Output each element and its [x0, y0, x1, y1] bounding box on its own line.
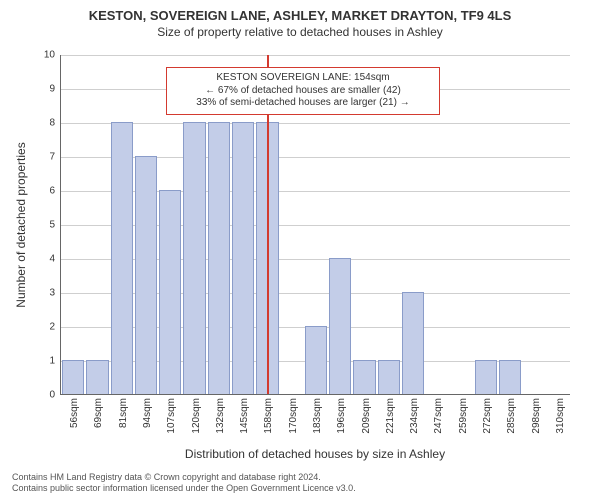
histogram-bar	[402, 292, 424, 394]
x-tick-label: 132sqm	[215, 398, 226, 434]
y-tick-label: 10	[44, 50, 61, 61]
x-tick-label: 285sqm	[506, 398, 517, 434]
y-tick-label: 1	[49, 356, 61, 367]
plot-area: 01234567891056sqm69sqm81sqm94sqm107sqm12…	[60, 55, 570, 395]
histogram-bar	[378, 360, 400, 394]
histogram-bar	[183, 122, 205, 394]
x-tick-label: 310sqm	[555, 398, 566, 434]
chart-subtitle: Size of property relative to detached ho…	[0, 23, 600, 39]
annotation-line: 33% of semi-detached houses are larger (…	[173, 97, 433, 110]
histogram-bar	[159, 190, 181, 394]
y-tick-label: 0	[49, 390, 61, 401]
x-tick-label: 56sqm	[69, 398, 80, 428]
chart-container: KESTON, SOVEREIGN LANE, ASHLEY, MARKET D…	[0, 0, 600, 500]
x-tick-label: 247sqm	[433, 398, 444, 434]
x-tick-label: 196sqm	[336, 398, 347, 434]
x-tick-label: 272sqm	[482, 398, 493, 434]
annotation-line: KESTON SOVEREIGN LANE: 154sqm	[173, 72, 433, 85]
histogram-bar	[475, 360, 497, 394]
y-tick-label: 2	[49, 322, 61, 333]
x-tick-label: 81sqm	[118, 398, 129, 428]
x-tick-label: 221sqm	[385, 398, 396, 434]
y-tick-label: 7	[49, 152, 61, 163]
y-tick-label: 5	[49, 220, 61, 231]
x-tick-label: 120sqm	[191, 398, 202, 434]
gridline	[61, 55, 570, 56]
y-tick-label: 3	[49, 288, 61, 299]
x-tick-label: 259sqm	[458, 398, 469, 434]
x-tick-label: 107sqm	[166, 398, 177, 434]
footer-attribution: Contains HM Land Registry data © Crown c…	[12, 472, 356, 495]
y-tick-label: 9	[49, 84, 61, 95]
x-tick-label: 158sqm	[263, 398, 274, 434]
histogram-bar	[208, 122, 230, 394]
y-tick-label: 6	[49, 186, 61, 197]
x-tick-label: 209sqm	[361, 398, 372, 434]
annotation-line: ← 67% of detached houses are smaller (42…	[173, 85, 433, 98]
histogram-bar	[499, 360, 521, 394]
x-tick-label: 234sqm	[409, 398, 420, 434]
y-axis-label: Number of detached properties	[14, 142, 28, 307]
x-axis-label: Distribution of detached houses by size …	[60, 447, 570, 461]
x-tick-label: 170sqm	[288, 398, 299, 434]
plot: 01234567891056sqm69sqm81sqm94sqm107sqm12…	[60, 55, 570, 395]
footer-line-2: Contains public sector information licen…	[12, 483, 356, 494]
histogram-bar	[135, 156, 157, 394]
x-tick-label: 298sqm	[531, 398, 542, 434]
x-tick-label: 69sqm	[93, 398, 104, 428]
x-tick-label: 94sqm	[142, 398, 153, 428]
x-tick-label: 145sqm	[239, 398, 250, 434]
chart-title: KESTON, SOVEREIGN LANE, ASHLEY, MARKET D…	[0, 0, 600, 23]
y-tick-label: 8	[49, 118, 61, 129]
histogram-bar	[353, 360, 375, 394]
y-tick-label: 4	[49, 254, 61, 265]
annotation-box: KESTON SOVEREIGN LANE: 154sqm← 67% of de…	[166, 67, 440, 115]
histogram-bar	[305, 326, 327, 394]
histogram-bar	[62, 360, 84, 394]
histogram-bar	[329, 258, 351, 394]
histogram-bar	[111, 122, 133, 394]
footer-line-1: Contains HM Land Registry data © Crown c…	[12, 472, 356, 483]
histogram-bar	[232, 122, 254, 394]
histogram-bar	[86, 360, 108, 394]
gridline	[61, 123, 570, 124]
x-tick-label: 183sqm	[312, 398, 323, 434]
